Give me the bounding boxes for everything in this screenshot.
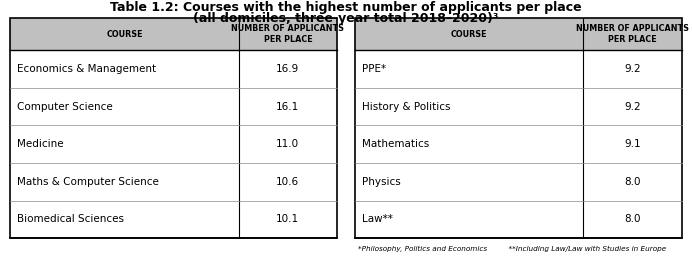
Text: 16.1: 16.1: [276, 102, 300, 112]
Text: *Philosophy, Politics and Economics: *Philosophy, Politics and Economics: [358, 246, 488, 252]
Text: Biomedical Sciences: Biomedical Sciences: [17, 214, 125, 225]
Text: Physics: Physics: [362, 177, 401, 187]
Bar: [355, 18, 682, 238]
Text: Mathematics: Mathematics: [362, 139, 429, 149]
Text: Law**: Law**: [362, 214, 393, 225]
Bar: [355, 18, 682, 50]
Text: 16.9: 16.9: [276, 64, 300, 74]
Bar: [10, 18, 337, 50]
Text: Table 1.2: Courses with the highest number of applicants per place: Table 1.2: Courses with the highest numb…: [110, 1, 582, 14]
Text: 9.1: 9.1: [624, 139, 641, 149]
Text: 11.0: 11.0: [276, 139, 300, 149]
Text: Computer Science: Computer Science: [17, 102, 113, 112]
Text: COURSE: COURSE: [107, 30, 143, 39]
Text: (all domiciles, three-year total 2018–2020)³: (all domiciles, three-year total 2018–20…: [193, 12, 499, 25]
Bar: [10, 18, 337, 238]
Text: 10.6: 10.6: [276, 177, 300, 187]
Text: COURSE: COURSE: [451, 30, 487, 39]
Text: 10.1: 10.1: [276, 214, 300, 225]
Text: **Including Law/Law with Studies in Europe: **Including Law/Law with Studies in Euro…: [504, 246, 666, 252]
Text: 9.2: 9.2: [624, 102, 641, 112]
Text: Economics & Management: Economics & Management: [17, 64, 156, 74]
Text: Medicine: Medicine: [17, 139, 64, 149]
Text: History & Politics: History & Politics: [362, 102, 450, 112]
Text: Maths & Computer Science: Maths & Computer Science: [17, 177, 159, 187]
Text: NUMBER OF APPLICANTS
PER PLACE: NUMBER OF APPLICANTS PER PLACE: [231, 24, 345, 44]
Text: NUMBER OF APPLICANTS
PER PLACE: NUMBER OF APPLICANTS PER PLACE: [576, 24, 689, 44]
Text: 8.0: 8.0: [624, 177, 641, 187]
Text: 9.2: 9.2: [624, 64, 641, 74]
Text: PPE*: PPE*: [362, 64, 386, 74]
Text: 8.0: 8.0: [624, 214, 641, 225]
